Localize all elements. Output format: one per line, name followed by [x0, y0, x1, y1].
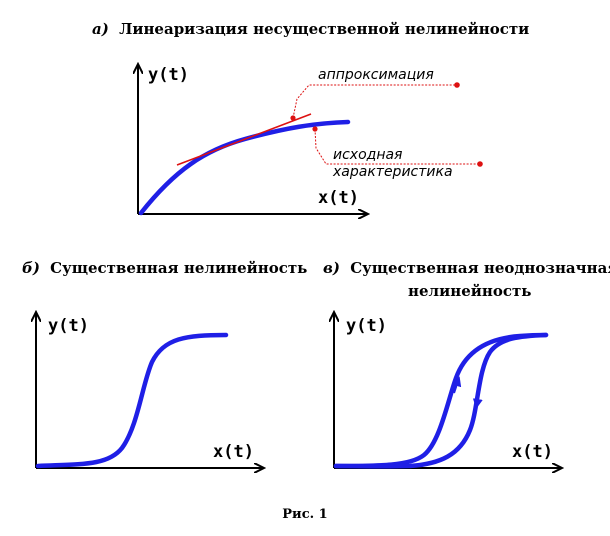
panel-a-title: а) Линеаризация несущественной нелинейно…	[92, 20, 529, 38]
panel-b-letter: б)	[22, 259, 40, 277]
falling-direction-arrow	[472, 391, 483, 409]
figure-caption: Рис. 1	[282, 507, 327, 522]
original-end-dot	[477, 161, 483, 167]
panel-b-title-text: Существенная нелинейность	[50, 259, 307, 277]
rising-direction-arrow	[451, 376, 462, 394]
panel-a: а) Линеаризация несущественной нелинейно…	[92, 20, 529, 214]
approximation-end-dot	[454, 82, 460, 88]
approximation-leader	[292, 84, 457, 119]
panel-c-title-line1: Существенная неоднозначная	[350, 259, 610, 277]
approximation-label: аппроксимация	[318, 67, 434, 83]
approximation-line	[176, 113, 312, 166]
original-characteristic-curve	[138, 119, 351, 216]
panel-b-title: б) Существенная нелинейность	[22, 259, 307, 277]
original-label-line1: исходная	[333, 147, 402, 163]
panel-c-title-line2: нелинейность	[408, 282, 531, 300]
panel-b-y-label: y(t)	[48, 316, 89, 336]
panel-c-title: в) Существенная неоднозначная	[323, 259, 610, 277]
panel-a-x-label: x(t)	[318, 188, 359, 208]
panel-a-y-label: y(t)	[148, 65, 189, 85]
panel-b-x-label: x(t)	[213, 442, 254, 462]
panel-b: б) Существенная нелинейность y(t) x(t)	[22, 259, 307, 468]
panel-a-title-text: Линеаризация несущественной нелинейности	[119, 20, 529, 38]
panel-c-x-label: x(t)	[512, 442, 553, 462]
panel-a-letter: а)	[92, 20, 109, 38]
panel-c: в) Существенная неоднозначная нелинейнос…	[323, 259, 610, 468]
hysteresis-falling-branch	[333, 332, 549, 469]
panel-c-letter: в)	[323, 259, 340, 277]
essential-nonlinearity-curve	[35, 332, 229, 469]
original-label-line2: характеристика	[332, 164, 453, 180]
panel-c-y-label: y(t)	[346, 316, 387, 336]
original-leader	[314, 128, 480, 165]
